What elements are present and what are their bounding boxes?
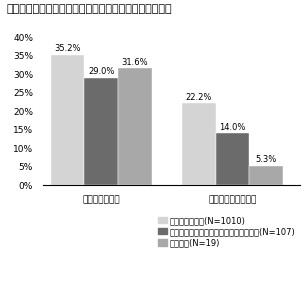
Text: 22.2%: 22.2% xyxy=(186,93,212,101)
Text: 図８　雇用形態別にみる突然の残業・休日出勤（男性）: 図８ 雇用形態別にみる突然の残業・休日出勤（男性） xyxy=(6,4,172,14)
Bar xyxy=(51,55,84,185)
Text: 31.6%: 31.6% xyxy=(122,58,148,67)
Text: 14.0%: 14.0% xyxy=(219,123,246,132)
Bar xyxy=(84,78,118,185)
Bar xyxy=(118,68,152,185)
Bar xyxy=(182,103,216,185)
Text: 29.0%: 29.0% xyxy=(88,67,114,76)
Text: 5.3%: 5.3% xyxy=(256,155,277,164)
Text: 35.2%: 35.2% xyxy=(54,44,81,53)
Legend: 正社員・正職員(N=1010), パート・アルバイト・契約・臨時・嘱託(N=107), 派遣社員(N=19): 正社員・正職員(N=1010), パート・アルバイト・契約・臨時・嘱託(N=10… xyxy=(158,216,296,247)
Bar xyxy=(249,166,283,185)
Bar xyxy=(216,133,249,185)
